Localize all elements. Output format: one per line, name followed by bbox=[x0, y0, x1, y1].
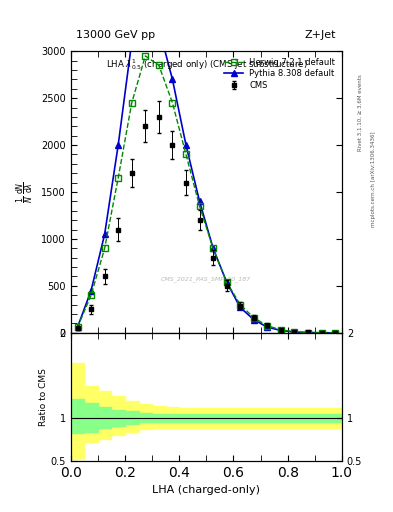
Herwig 7.2.1 default bbox=[102, 245, 107, 251]
Pythia 8.308 default bbox=[306, 330, 310, 336]
Pythia 8.308 default bbox=[102, 231, 107, 238]
Pythia 8.308 default bbox=[292, 329, 297, 335]
Herwig 7.2.1 default bbox=[129, 100, 134, 106]
Pythia 8.308 default bbox=[265, 324, 270, 330]
Pythia 8.308 default bbox=[75, 324, 80, 330]
Pythia 8.308 default bbox=[252, 316, 256, 323]
Text: Z+Jet: Z+Jet bbox=[305, 30, 336, 40]
Line: Pythia 8.308 default: Pythia 8.308 default bbox=[74, 20, 338, 336]
Herwig 7.2.1 default bbox=[211, 245, 215, 251]
Herwig 7.2.1 default bbox=[170, 100, 175, 106]
Herwig 7.2.1 default bbox=[319, 330, 324, 336]
Pythia 8.308 default bbox=[143, 20, 148, 26]
Text: mcplots.cern.ch [arXiv:1306.3436]: mcplots.cern.ch [arXiv:1306.3436] bbox=[371, 132, 376, 227]
Herwig 7.2.1 default bbox=[143, 53, 148, 59]
Pythia 8.308 default bbox=[89, 288, 94, 294]
Herwig 7.2.1 default bbox=[238, 302, 242, 308]
Herwig 7.2.1 default bbox=[292, 329, 297, 335]
Line: Herwig 7.2.1 default: Herwig 7.2.1 default bbox=[74, 53, 338, 336]
Herwig 7.2.1 default bbox=[333, 330, 338, 336]
Pythia 8.308 default bbox=[116, 142, 121, 148]
Text: Rivet 3.1.10, ≥ 3.6M events: Rivet 3.1.10, ≥ 3.6M events bbox=[358, 74, 363, 151]
Pythia 8.308 default bbox=[319, 330, 324, 336]
Y-axis label: Ratio to CMS: Ratio to CMS bbox=[39, 368, 48, 426]
Herwig 7.2.1 default bbox=[224, 279, 229, 285]
Pythia 8.308 default bbox=[197, 198, 202, 204]
Pythia 8.308 default bbox=[170, 76, 175, 82]
Pythia 8.308 default bbox=[238, 304, 242, 310]
X-axis label: LHA (charged-only): LHA (charged-only) bbox=[152, 485, 260, 495]
Herwig 7.2.1 default bbox=[156, 62, 161, 69]
Herwig 7.2.1 default bbox=[89, 292, 94, 298]
Herwig 7.2.1 default bbox=[279, 327, 283, 333]
Herwig 7.2.1 default bbox=[252, 315, 256, 321]
Herwig 7.2.1 default bbox=[306, 329, 310, 335]
Legend: Herwig 7.2.1 default, Pythia 8.308 default, CMS: Herwig 7.2.1 default, Pythia 8.308 defau… bbox=[222, 55, 338, 92]
Herwig 7.2.1 default bbox=[116, 175, 121, 181]
Text: 13000 GeV pp: 13000 GeV pp bbox=[76, 30, 155, 40]
Text: LHA $\lambda^{1}_{0.5}$ (charged only) (CMS jet substructure): LHA $\lambda^{1}_{0.5}$ (charged only) (… bbox=[106, 57, 307, 72]
Text: CMS_2021_PAS_SMP_20_187: CMS_2021_PAS_SMP_20_187 bbox=[161, 276, 252, 282]
Herwig 7.2.1 default bbox=[184, 152, 188, 158]
Pythia 8.308 default bbox=[279, 327, 283, 333]
Herwig 7.2.1 default bbox=[265, 323, 270, 329]
Pythia 8.308 default bbox=[333, 330, 338, 336]
Herwig 7.2.1 default bbox=[197, 203, 202, 209]
Y-axis label: $\frac{1}{N}\,\frac{\mathrm{d}N}{\mathrm{d}\lambda}$: $\frac{1}{N}\,\frac{\mathrm{d}N}{\mathrm… bbox=[14, 181, 36, 203]
Pythia 8.308 default bbox=[211, 245, 215, 251]
Herwig 7.2.1 default bbox=[75, 324, 80, 330]
Pythia 8.308 default bbox=[156, 25, 161, 31]
Pythia 8.308 default bbox=[129, 39, 134, 45]
Pythia 8.308 default bbox=[224, 279, 229, 285]
Pythia 8.308 default bbox=[184, 142, 188, 148]
